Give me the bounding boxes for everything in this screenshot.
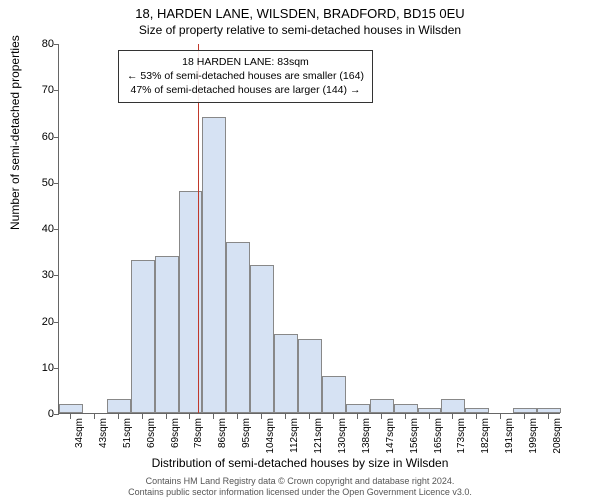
chart-container: 18, HARDEN LANE, WILSDEN, BRADFORD, BD15… [0,0,600,500]
x-tick-mark [261,414,262,419]
x-tick-label: 51sqm [122,418,133,448]
histogram-bar [394,404,418,413]
x-tick-label: 121sqm [313,418,324,454]
x-tick-label: 69sqm [170,418,181,448]
annotation-line-1: 18 HARDEN LANE: 83sqm [127,55,364,69]
page-title: 18, HARDEN LANE, WILSDEN, BRADFORD, BD15… [0,0,600,21]
x-tick-mark [476,414,477,419]
x-tick-mark [118,414,119,419]
histogram-bar [274,334,298,413]
x-tick-label: 182sqm [480,418,491,454]
y-tick-label: 10 [24,362,54,374]
x-tick-label: 112sqm [289,418,300,453]
y-tick-mark [54,275,59,276]
x-tick-label: 104sqm [265,418,276,454]
chart-subtitle: Size of property relative to semi-detach… [0,21,600,37]
x-tick-label: 43sqm [98,418,109,448]
histogram-bar [59,404,83,413]
x-tick-label: 191sqm [504,418,515,454]
y-tick-mark [54,229,59,230]
histogram-bar [131,260,155,413]
chart-area: 18 HARDEN LANE: 83sqm ← 53% of semi-deta… [58,44,560,414]
histogram-bar [370,399,394,413]
y-tick-mark [54,414,59,415]
histogram-bar [250,265,274,413]
x-tick-mark [237,414,238,419]
x-tick-mark [142,414,143,419]
footer-line-1: Contains HM Land Registry data © Crown c… [0,476,600,487]
histogram-bar [513,408,537,413]
annotation-line-3: 47% of semi-detached houses are larger (… [127,83,364,97]
x-tick-mark [405,414,406,419]
x-axis-label: Distribution of semi-detached houses by … [0,456,600,470]
x-tick-label: 156sqm [409,418,420,454]
x-tick-label: 130sqm [337,418,348,454]
y-tick-mark [54,322,59,323]
x-tick-mark [309,414,310,419]
x-tick-label: 173sqm [456,418,467,454]
x-tick-mark [381,414,382,419]
x-tick-mark [333,414,334,419]
x-tick-mark [429,414,430,419]
x-tick-mark [94,414,95,419]
y-tick-mark [54,368,59,369]
x-tick-label: 86sqm [217,418,228,448]
y-tick-label: 30 [24,269,54,281]
footer: Contains HM Land Registry data © Crown c… [0,476,600,498]
x-tick-label: 34sqm [74,418,85,448]
histogram-bar [298,339,322,413]
histogram-bar [465,408,489,413]
y-tick-label: 20 [24,316,54,328]
x-tick-mark [357,414,358,419]
histogram-bar [322,376,346,413]
histogram-bar [418,408,442,413]
y-tick-label: 40 [24,223,54,235]
histogram-bar [441,399,465,413]
histogram-bar [346,404,370,413]
histogram-bar [202,117,226,413]
x-tick-mark [70,414,71,419]
x-tick-mark [166,414,167,419]
histogram-bar [226,242,250,413]
x-tick-mark [213,414,214,419]
x-tick-mark [524,414,525,419]
y-tick-label: 50 [24,177,54,189]
x-tick-label: 95sqm [241,418,252,448]
y-axis-label: Number of semi-detached properties [8,35,22,230]
x-tick-mark [500,414,501,419]
y-tick-label: 0 [24,408,54,420]
x-tick-mark [189,414,190,419]
annotation-line-2: ← 53% of semi-detached houses are smalle… [127,69,364,83]
y-tick-mark [54,90,59,91]
histogram-bar [107,399,131,413]
y-tick-label: 60 [24,131,54,143]
x-tick-label: 165sqm [433,418,444,454]
x-tick-label: 138sqm [361,418,372,454]
annotation-box: 18 HARDEN LANE: 83sqm ← 53% of semi-deta… [118,50,373,103]
x-tick-mark [548,414,549,419]
x-tick-mark [285,414,286,419]
y-tick-mark [54,44,59,45]
x-tick-mark [452,414,453,419]
x-tick-label: 78sqm [193,418,204,448]
y-tick-label: 70 [24,84,54,96]
y-tick-mark [54,183,59,184]
footer-line-2: Contains public sector information licen… [0,487,600,498]
x-tick-label: 147sqm [385,418,396,454]
x-tick-label: 199sqm [528,418,539,454]
x-tick-label: 208sqm [552,418,563,454]
y-tick-mark [54,137,59,138]
x-tick-label: 60sqm [146,418,157,448]
y-tick-label: 80 [24,38,54,50]
histogram-bar [155,256,179,413]
histogram-bar [537,408,561,413]
